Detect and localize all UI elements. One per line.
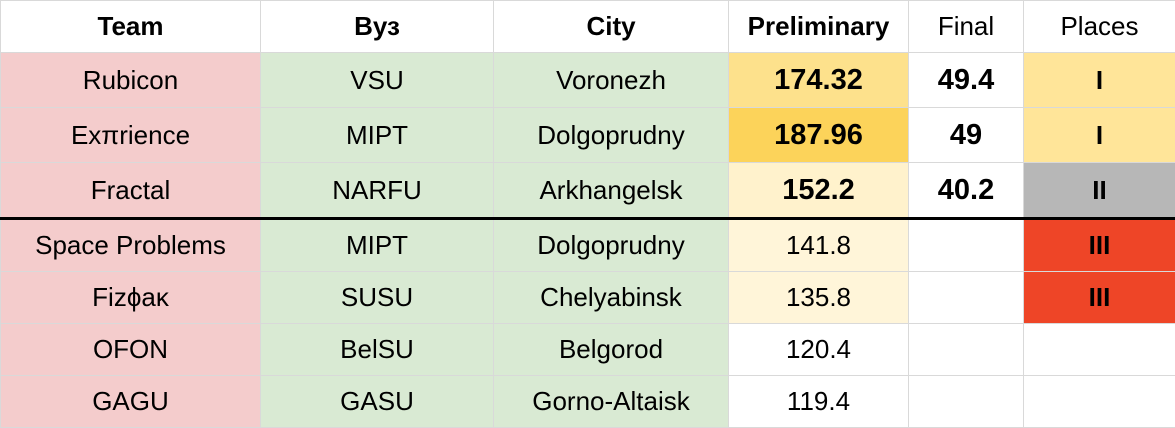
final-cell (909, 219, 1024, 272)
place-cell: II (1024, 163, 1175, 219)
university-cell: VSU (261, 53, 494, 108)
city-cell: Gorno-Altaisk (494, 376, 729, 428)
header-cell: Places (1024, 1, 1175, 53)
university-cell: MIPT (261, 108, 494, 163)
final-cell: 49 (909, 108, 1024, 163)
place-cell (1024, 324, 1175, 376)
place-cell: I (1024, 53, 1175, 108)
place-cell: III (1024, 272, 1175, 324)
header-cell: Preliminary (729, 1, 909, 53)
place-cell: III (1024, 219, 1175, 272)
preliminary-cell: 120.4 (729, 324, 909, 376)
city-cell: Dolgoprudny (494, 108, 729, 163)
preliminary-cell: 174.32 (729, 53, 909, 108)
team-cell: GAGU (1, 376, 261, 428)
city-cell: Arkhangelsk (494, 163, 729, 219)
team-cell: Space Problems (1, 219, 261, 272)
final-cell (909, 324, 1024, 376)
team-cell: Exπrience (1, 108, 261, 163)
preliminary-cell: 135.8 (729, 272, 909, 324)
university-cell: SUSU (261, 272, 494, 324)
team-cell: Rubicon (1, 53, 261, 108)
place-cell (1024, 376, 1175, 428)
preliminary-cell: 119.4 (729, 376, 909, 428)
preliminary-cell: 152.2 (729, 163, 909, 219)
final-cell: 40.2 (909, 163, 1024, 219)
header-cell: Вуз (261, 1, 494, 53)
city-cell: Voronezh (494, 53, 729, 108)
header-cell: City (494, 1, 729, 53)
final-cell (909, 376, 1024, 428)
preliminary-cell: 187.96 (729, 108, 909, 163)
final-cell: 49.4 (909, 53, 1024, 108)
header-cell: Team (1, 1, 261, 53)
city-cell: Belgorod (494, 324, 729, 376)
team-cell: Fizϕaκ (1, 272, 261, 324)
place-cell: I (1024, 108, 1175, 163)
team-cell: Fractal (1, 163, 261, 219)
university-cell: MIPT (261, 219, 494, 272)
university-cell: NARFU (261, 163, 494, 219)
university-cell: GASU (261, 376, 494, 428)
header-cell: Final (909, 1, 1024, 53)
university-cell: BelSU (261, 324, 494, 376)
city-cell: Chelyabinsk (494, 272, 729, 324)
team-cell: OFON (1, 324, 261, 376)
preliminary-cell: 141.8 (729, 219, 909, 272)
city-cell: Dolgoprudny (494, 219, 729, 272)
final-cell (909, 272, 1024, 324)
